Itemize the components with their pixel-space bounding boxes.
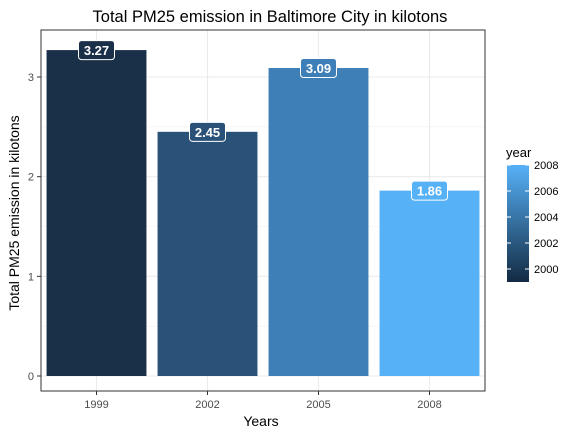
legend-title: year — [506, 145, 532, 160]
data-label-box — [189, 121, 226, 142]
data-label-2005: 3.09 — [300, 58, 337, 79]
y-tick-label: 0 — [28, 371, 34, 383]
data-labels: 3.27 2.45 3.09 1.86 — [78, 40, 448, 201]
x-tick-label: 1999 — [84, 399, 108, 411]
y-tick-label: 2 — [28, 172, 34, 184]
data-label-2008: 1.86 — [411, 180, 448, 201]
bar-1999 — [46, 50, 147, 377]
data-label-text: 2.45 — [195, 125, 220, 140]
legend-label: 2004 — [534, 212, 558, 224]
bar-2005 — [268, 68, 369, 376]
legend-colorbar — [507, 165, 529, 282]
data-label-1999: 3.27 — [78, 40, 115, 61]
y-tick-label: 1 — [28, 271, 34, 283]
x-tick-label: 2005 — [306, 399, 330, 411]
y-tick-label: 3 — [28, 72, 34, 84]
legend-label: 2008 — [534, 160, 558, 172]
panel-border — [40, 29, 486, 392]
axes: 0 1 2 3 1999 2002 2005 2008 — [28, 29, 486, 411]
x-tick-label: 2008 — [417, 399, 441, 411]
data-label-text: 3.09 — [306, 61, 331, 76]
bar-2008 — [379, 190, 480, 376]
data-label-2002: 2.45 — [189, 121, 226, 142]
bars — [46, 50, 480, 377]
x-axis-title: Years — [243, 413, 278, 429]
legend-label: 2002 — [534, 238, 558, 250]
legend: year 2000 2002 2004 2006 2008 — [506, 145, 558, 282]
data-label-text: 1.86 — [417, 184, 442, 199]
legend-label: 2006 — [534, 186, 558, 198]
legend-label: 2000 — [534, 264, 558, 276]
y-axis-title: Total PM25 emission in kilotons — [6, 115, 22, 310]
bar-2002 — [157, 131, 258, 376]
data-label-box — [411, 180, 448, 201]
data-label-text: 3.27 — [84, 43, 109, 58]
x-tick-label: 2002 — [195, 399, 219, 411]
data-label-box — [78, 40, 115, 61]
chart-title: Total PM25 emission in Baltimore City in… — [93, 8, 448, 26]
data-label-box — [300, 58, 337, 79]
